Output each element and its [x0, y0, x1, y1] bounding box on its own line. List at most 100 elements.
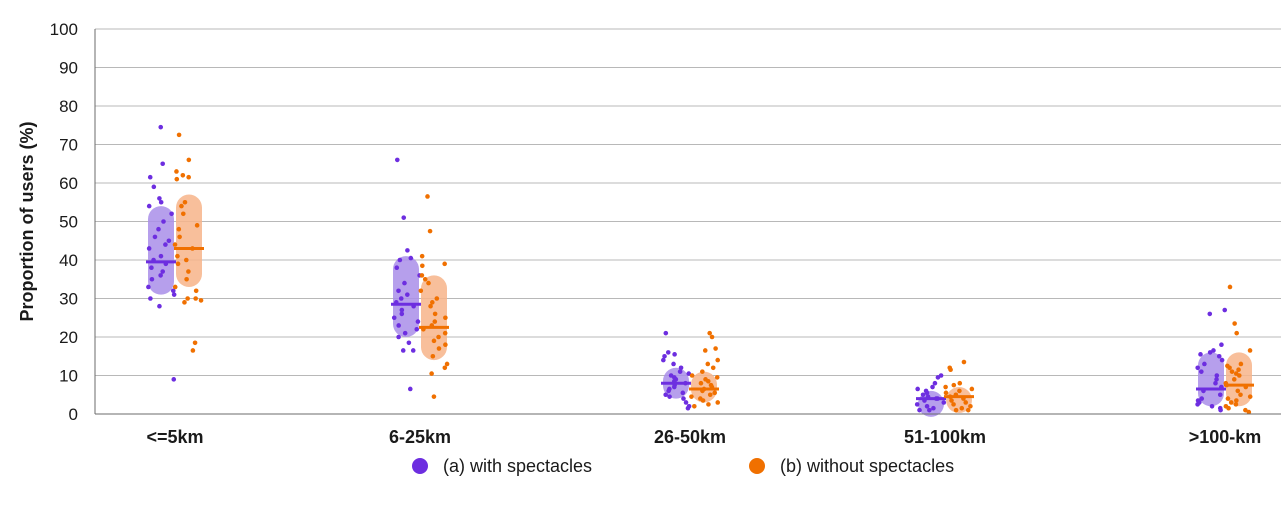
point-1-4-18 [1225, 396, 1231, 401]
y-tick-label-30: 30 [59, 290, 78, 309]
point-1-2-5 [705, 361, 711, 367]
range-band-1-1 [421, 275, 447, 361]
point-0-1-23 [410, 348, 416, 353]
point-1-2-1 [709, 334, 715, 340]
point-1-4-11 [1231, 377, 1237, 382]
point-1-3-7 [957, 388, 962, 394]
point-1-2-23 [706, 402, 711, 407]
point-1-1-24 [442, 365, 448, 371]
point-1-4-16 [1238, 392, 1243, 398]
point-1-1-1 [427, 228, 433, 234]
point-1-3-13 [963, 400, 969, 405]
point-0-1-24 [407, 386, 413, 392]
point-1-0-9 [194, 223, 200, 228]
point-0-1-22 [400, 348, 406, 353]
point-0-0-1 [160, 161, 166, 167]
legend-marker-0 [412, 458, 428, 474]
point-1-0-17 [186, 269, 191, 274]
point-0-4-0 [1222, 307, 1228, 313]
point-0-2-24 [685, 405, 691, 411]
point-0-1-5 [394, 265, 400, 271]
point-1-0-14 [175, 253, 180, 259]
point-0-1-21 [406, 340, 412, 346]
legend-label-0: (a) with spectacles [443, 456, 592, 476]
point-1-4-1 [1232, 321, 1237, 326]
point-0-1-17 [396, 323, 401, 328]
point-0-1-10 [398, 296, 404, 301]
x-axis-categories: <=5km 6-25km 26-50km 51-100km >100-km [146, 427, 1261, 447]
point-1-4-3 [1247, 348, 1253, 353]
y-tick-label-60: 60 [59, 174, 78, 193]
point-0-0-26 [171, 377, 177, 382]
point-0-0-24 [148, 296, 153, 301]
point-1-0-4 [186, 174, 191, 180]
point-1-4-10 [1236, 373, 1242, 378]
point-1-3-2 [948, 367, 953, 373]
point-0-1-2 [405, 248, 410, 253]
point-1-4-21 [1233, 402, 1239, 407]
point-1-1-22 [430, 353, 436, 359]
y-axis-ticks: 0 10 20 30 40 50 60 70 80 90 100 [50, 20, 78, 424]
point-0-0-20 [149, 276, 155, 282]
point-1-0-19 [172, 284, 178, 290]
point-1-3-18 [965, 407, 971, 413]
point-1-4-7 [1236, 367, 1241, 373]
point-1-0-10 [176, 226, 182, 232]
point-1-0-2 [174, 169, 179, 174]
category-label-0: <=5km [146, 427, 203, 447]
point-1-1-2 [419, 253, 425, 259]
point-0-2-22 [683, 400, 689, 405]
point-1-4-6 [1227, 365, 1232, 371]
point-1-0-26 [190, 348, 196, 353]
point-1-4-25 [1246, 409, 1252, 415]
point-0-4-11 [1214, 373, 1220, 378]
point-0-1-16 [415, 319, 421, 324]
point-0-0-25 [157, 303, 162, 309]
point-0-3-15 [931, 405, 936, 411]
point-1-0-8 [180, 211, 186, 217]
point-0-3-16 [927, 407, 932, 413]
point-1-3-14 [951, 402, 956, 407]
point-1-0-18 [184, 276, 189, 282]
point-0-3-4 [915, 386, 920, 392]
point-1-1-18 [436, 334, 441, 340]
point-0-2-5 [671, 361, 676, 367]
point-1-4-24 [1243, 407, 1248, 413]
point-0-0-8 [161, 219, 166, 224]
point-0-1-19 [402, 330, 408, 336]
point-0-2-3 [662, 353, 667, 359]
point-1-0-11 [177, 234, 182, 240]
point-0-0-4 [157, 196, 162, 201]
point-0-2-15 [672, 384, 677, 390]
category-label-3: 51-100km [904, 427, 986, 447]
point-0-4-21 [1209, 404, 1215, 409]
point-1-3-4 [951, 382, 957, 388]
point-1-4-20 [1228, 400, 1234, 405]
point-0-2-19 [663, 392, 668, 398]
point-1-1-19 [431, 338, 437, 344]
point-1-2-11 [705, 378, 711, 384]
point-1-1-12 [432, 311, 438, 317]
point-1-2-7 [700, 369, 705, 374]
point-1-2-19 [689, 394, 694, 399]
point-0-4-1 [1207, 311, 1213, 317]
y-tick-label-70: 70 [59, 136, 78, 155]
point-0-1-4 [397, 257, 403, 263]
point-1-0-22 [193, 296, 198, 301]
point-0-4-5 [1198, 352, 1203, 357]
point-1-0-0 [176, 132, 182, 138]
point-0-0-7 [169, 211, 174, 217]
legend-label-1: (b) without spectacles [780, 456, 954, 476]
point-1-0-16 [175, 261, 181, 267]
point-1-1-26 [431, 394, 437, 399]
point-0-4-16 [1217, 392, 1223, 398]
point-0-4-9 [1195, 365, 1200, 371]
y-tick-label-100: 100 [50, 20, 78, 39]
point-0-0-17 [149, 265, 154, 271]
point-1-4-0 [1227, 284, 1233, 290]
point-1-2-6 [710, 365, 716, 371]
point-1-2-24 [692, 404, 697, 409]
point-0-0-23 [171, 292, 177, 297]
point-1-4-4 [1238, 361, 1244, 367]
point-1-3-0 [961, 359, 967, 365]
